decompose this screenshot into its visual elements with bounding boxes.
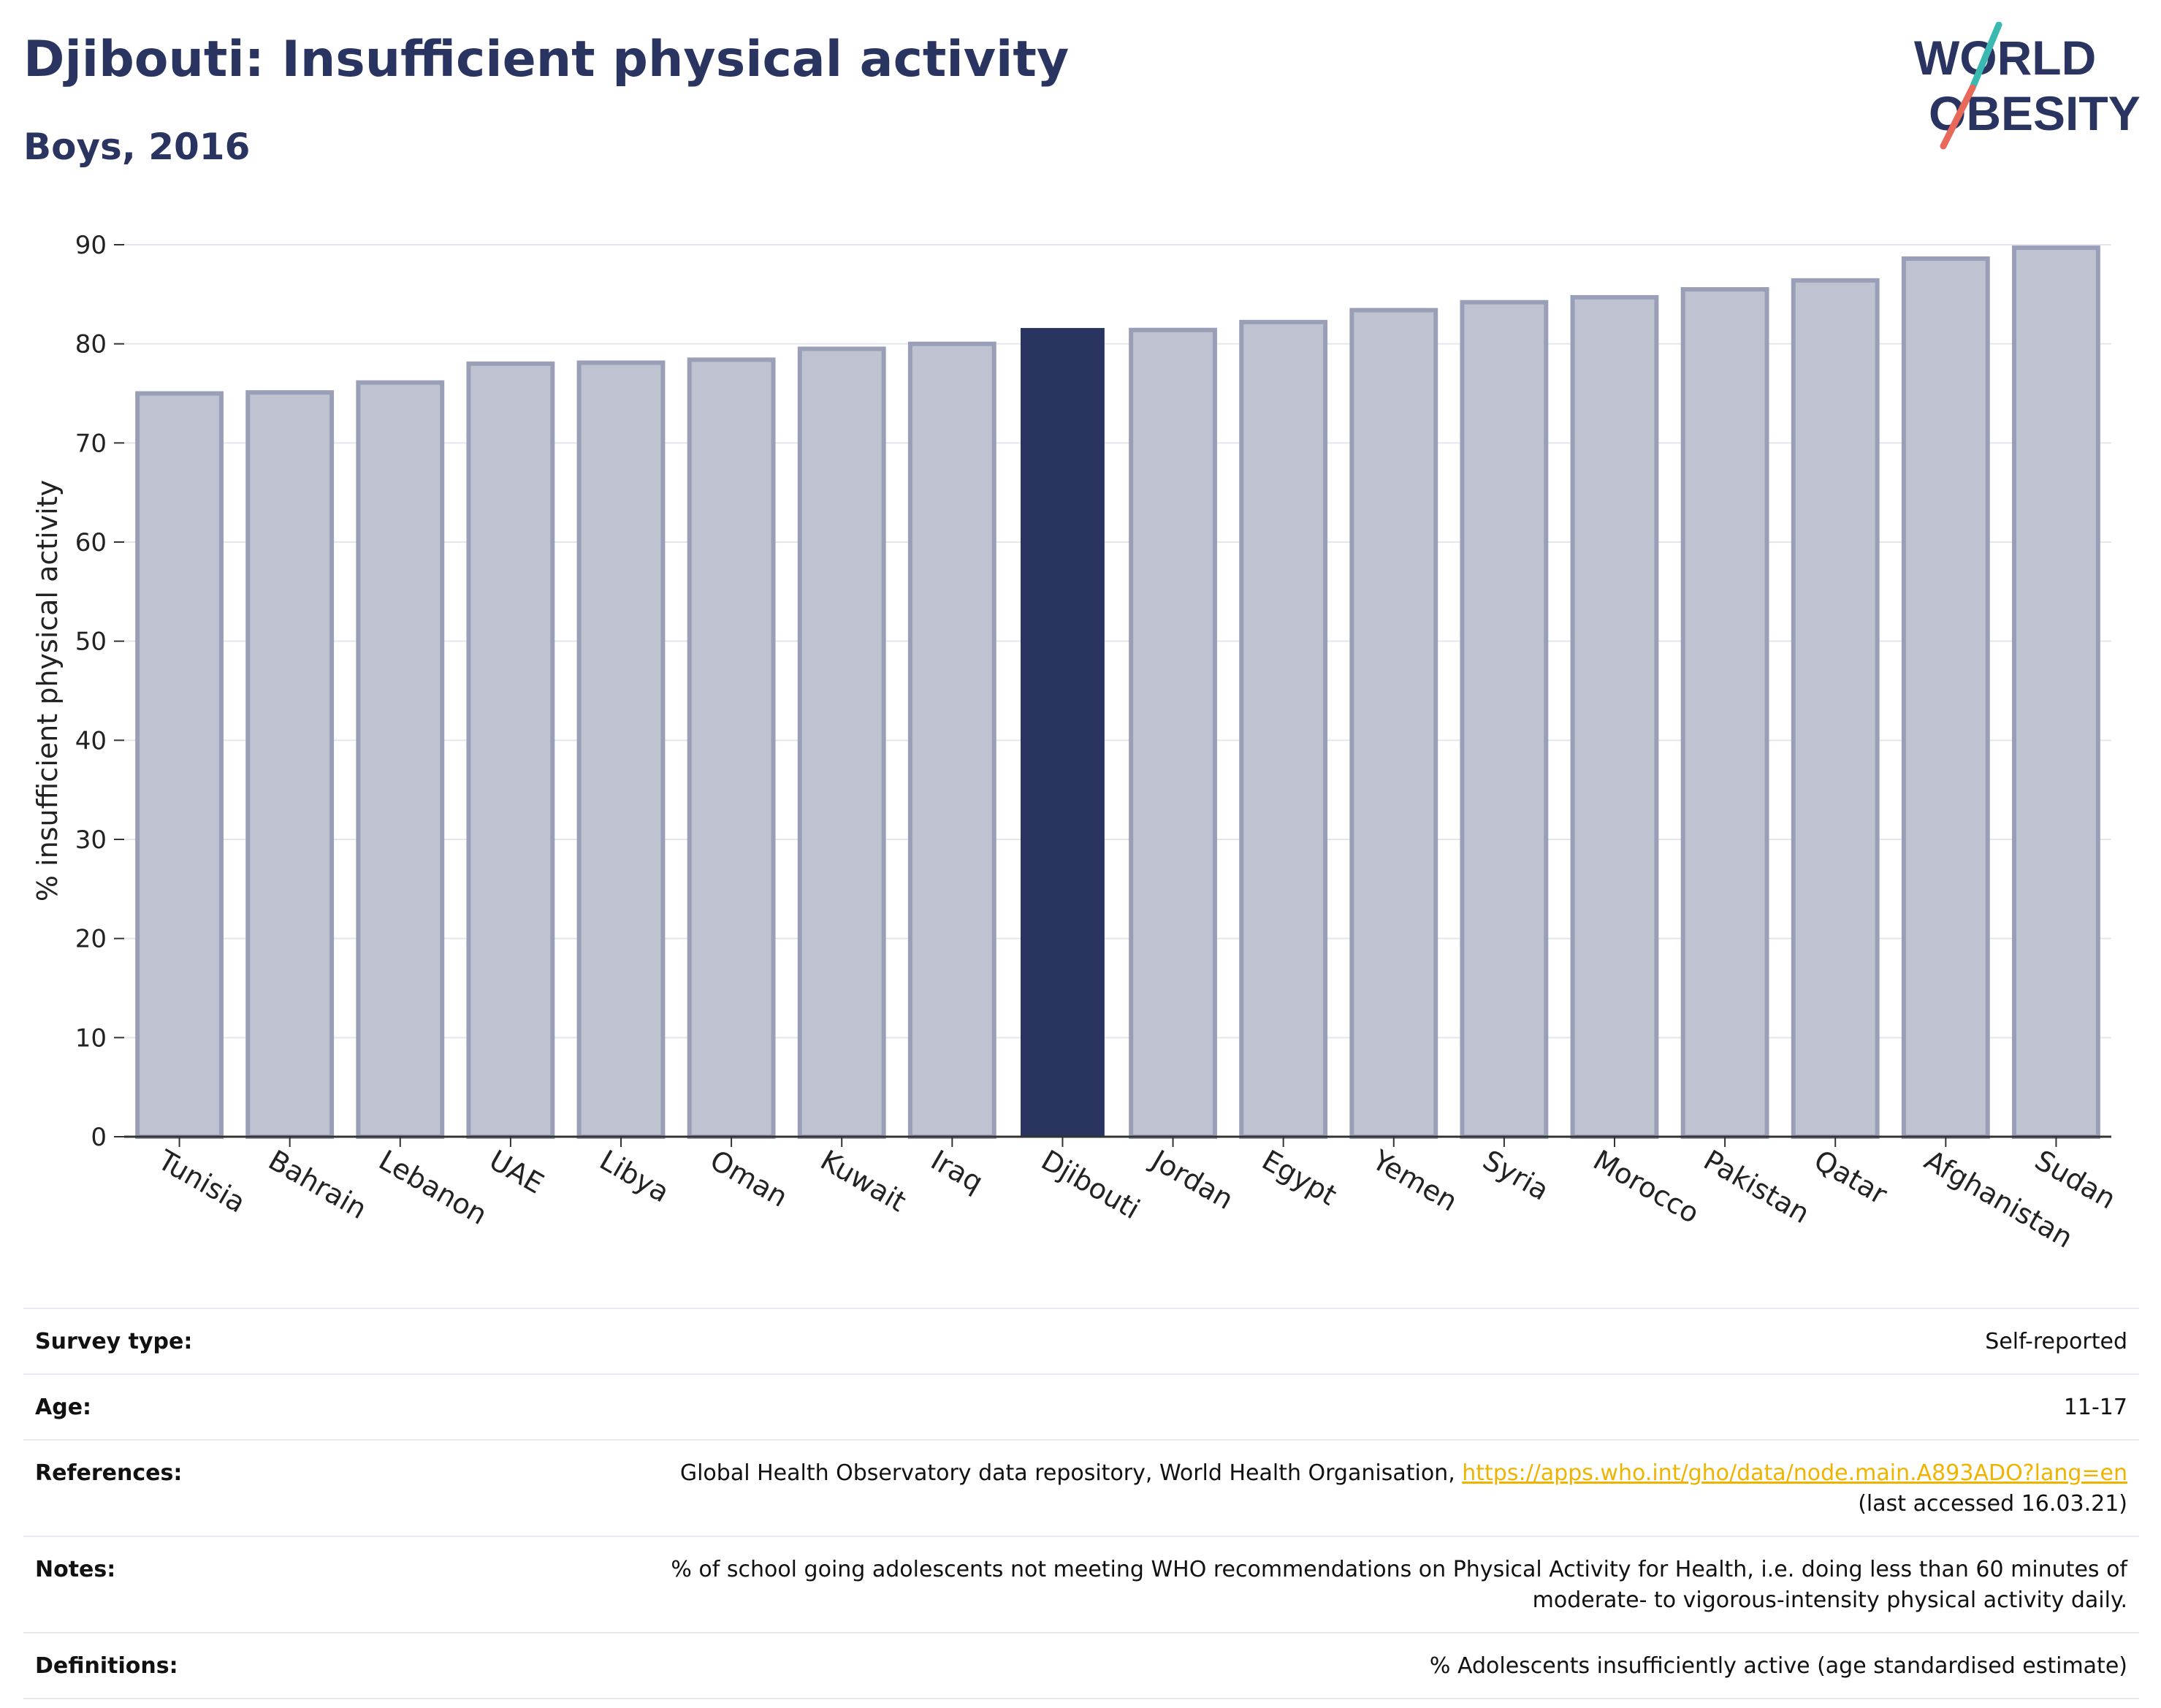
y-tick-label: 0	[91, 1123, 107, 1152]
x-tick-label: Iraq	[926, 1144, 988, 1199]
bar-qatar	[1791, 278, 1880, 1140]
y-tick-label: 70	[75, 429, 107, 458]
notes-value: % of school going adolescents not meetin…	[427, 1536, 2139, 1633]
bar-uae	[466, 361, 555, 1139]
bar-yemen	[1349, 308, 1438, 1139]
y-tick-label: 90	[75, 231, 107, 260]
y-tick-label: 50	[75, 628, 107, 657]
bar-chart: 0 10 20 30 40 50 60 70 80 90 % insufficient physic…	[31, 231, 2122, 1254]
metadata-table: Survey type: Self-reported Age: 11-17 Re…	[23, 1308, 2139, 1699]
age-value: 11-17	[427, 1373, 2139, 1440]
bar-oman	[687, 357, 776, 1140]
bar-afghanistan	[1901, 256, 1990, 1140]
definitions-label: Definitions:	[23, 1632, 427, 1699]
x-tick-label: Jordan	[1145, 1143, 1238, 1216]
x-tick-label: Yemen	[1366, 1143, 1463, 1218]
meta-row-notes: Notes: % of school going adolescents not…	[23, 1536, 2139, 1633]
bar-lebanon	[356, 380, 445, 1139]
x-tick-label: Sudan	[2029, 1144, 2122, 1216]
bar-sudan	[2012, 245, 2100, 1140]
y-tick-label: 60	[75, 528, 107, 557]
x-tick-label: Oman	[705, 1144, 793, 1213]
x-tick-label: Bahrain	[263, 1144, 372, 1226]
references-accessed: (last accessed 16.03.21)	[1858, 1491, 2127, 1517]
notes-label: Notes:	[23, 1536, 427, 1633]
notes-line-2: moderate- to vigorous-intensity physical…	[1532, 1587, 2127, 1613]
y-tick-label: 80	[75, 330, 107, 359]
survey-type-value: Self-reported	[427, 1308, 2139, 1374]
x-tick-label: Pakistan	[1699, 1144, 1815, 1230]
x-tick-label: Kuwait	[815, 1144, 912, 1219]
references-text: Global Health Observatory data repositor…	[679, 1460, 1463, 1486]
definitions-value: % Adolescents insufficiently active (age…	[427, 1632, 2139, 1699]
meta-row-age: Age: 11-17	[23, 1373, 2139, 1440]
bar-libya	[576, 360, 666, 1139]
x-tick-label: Qatar	[1809, 1144, 1893, 1211]
meta-row-definitions: Definitions: % Adolescents insufficientl…	[23, 1632, 2139, 1699]
svg-text:WORLD: WORLD	[1914, 31, 2096, 85]
bar-pakistan	[1680, 287, 1769, 1139]
x-tick-label: Egypt	[1257, 1144, 1342, 1212]
y-tick-label: 10	[75, 1023, 107, 1053]
references-label: References:	[23, 1439, 427, 1536]
meta-row-survey-type: Survey type: Self-reported	[23, 1308, 2139, 1374]
bar-iraq	[907, 341, 996, 1140]
bar-egypt	[1239, 319, 1328, 1140]
x-tick-label: UAE	[484, 1144, 549, 1200]
svg-text:OBESITY: OBESITY	[1929, 86, 2141, 140]
x-tick-label: Lebanon	[373, 1144, 492, 1231]
bar-tunisia	[135, 391, 224, 1139]
page-title: Djibouti: Insufficient physical activity	[23, 31, 1070, 88]
references-value: Global Health Observatory data repositor…	[427, 1439, 2139, 1536]
notes-line-1: % of school going adolescents not meetin…	[671, 1557, 2127, 1582]
y-tick-label: 30	[75, 826, 107, 855]
bar-jordan	[1129, 327, 1217, 1139]
page-subtitle: Boys, 2016	[23, 126, 251, 168]
bar-djibouti	[1021, 327, 1105, 1137]
bar-kuwait	[797, 346, 886, 1140]
y-tick-label: 20	[75, 925, 107, 954]
x-tick-label: Tunisia	[152, 1143, 251, 1219]
bar-syria	[1460, 300, 1549, 1140]
y-axis-label: % insufficient physical activity	[31, 480, 64, 901]
survey-type-label: Survey type:	[23, 1308, 427, 1374]
age-label: Age:	[23, 1373, 427, 1440]
bar-morocco	[1570, 294, 1659, 1139]
bar-bahrain	[245, 390, 335, 1139]
x-tick-label: Syria	[1477, 1144, 1554, 1207]
meta-row-references: References: Global Health Observatory da…	[23, 1439, 2139, 1536]
x-tick-label: Djibouti	[1036, 1144, 1146, 1226]
world-obesity-logo: WORLD OBESITY	[1914, 22, 2141, 150]
y-tick-label: 40	[75, 726, 107, 755]
x-tick-label: Libya	[595, 1144, 675, 1209]
references-link[interactable]: https://apps.who.int/gho/data/node.main.…	[1462, 1460, 2127, 1486]
x-tick-label: Morocco	[1588, 1144, 1705, 1230]
